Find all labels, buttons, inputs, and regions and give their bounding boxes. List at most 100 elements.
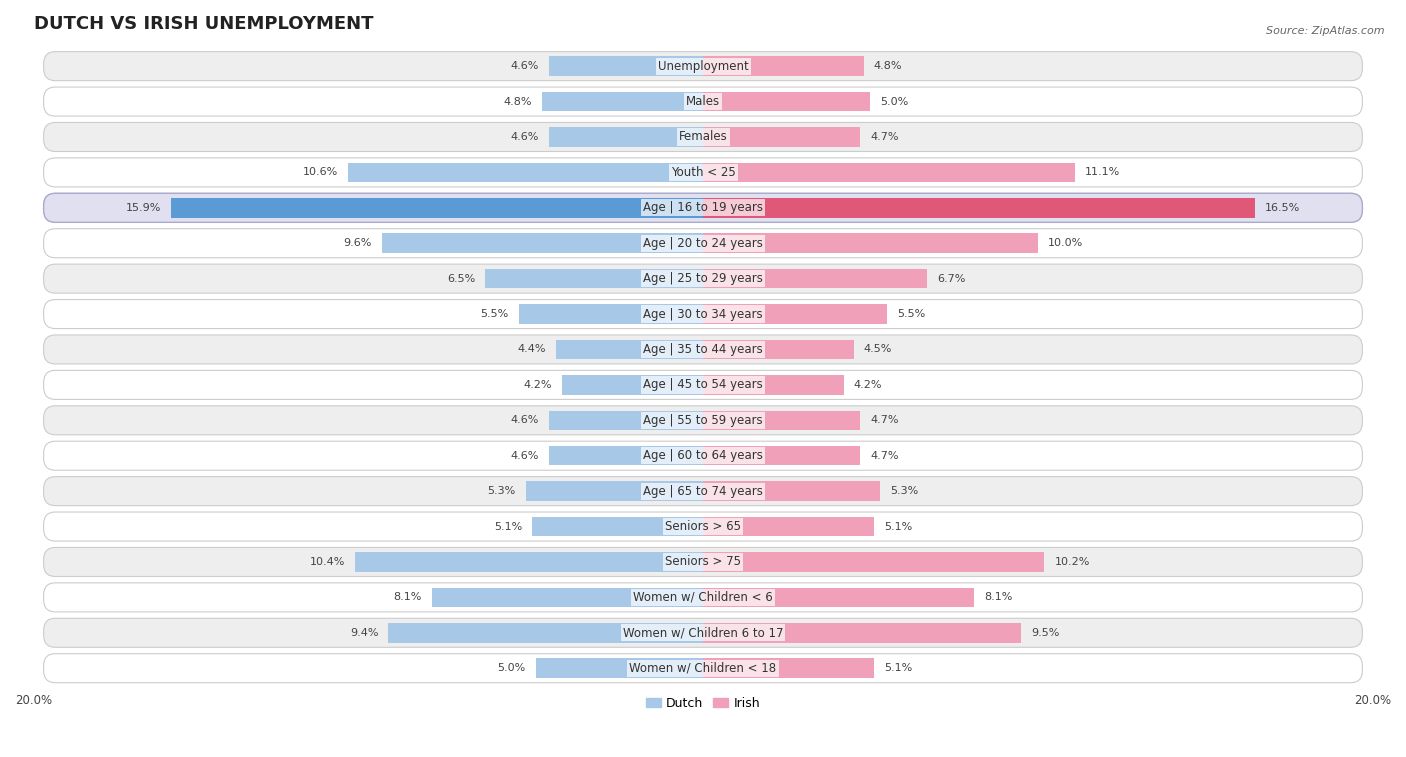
Text: 15.9%: 15.9% bbox=[125, 203, 160, 213]
Text: Age | 20 to 24 years: Age | 20 to 24 years bbox=[643, 237, 763, 250]
Text: 5.1%: 5.1% bbox=[494, 522, 522, 531]
Text: 10.0%: 10.0% bbox=[1047, 238, 1083, 248]
FancyBboxPatch shape bbox=[44, 158, 1362, 187]
Text: 8.1%: 8.1% bbox=[394, 593, 422, 603]
Bar bbox=[703, 552, 1045, 572]
Text: 4.6%: 4.6% bbox=[510, 416, 538, 425]
Bar bbox=[703, 163, 1074, 182]
FancyBboxPatch shape bbox=[44, 406, 1362, 435]
FancyBboxPatch shape bbox=[44, 193, 1362, 223]
FancyBboxPatch shape bbox=[44, 87, 1362, 116]
Text: Unemployment: Unemployment bbox=[658, 60, 748, 73]
Text: 4.7%: 4.7% bbox=[870, 416, 898, 425]
FancyBboxPatch shape bbox=[44, 370, 1362, 400]
Text: Age | 25 to 29 years: Age | 25 to 29 years bbox=[643, 272, 763, 285]
Bar bbox=[536, 659, 703, 678]
Bar bbox=[703, 304, 887, 324]
FancyBboxPatch shape bbox=[44, 193, 1362, 223]
FancyBboxPatch shape bbox=[44, 335, 1362, 364]
FancyBboxPatch shape bbox=[44, 441, 1362, 470]
Bar bbox=[388, 623, 703, 643]
Text: Source: ZipAtlas.com: Source: ZipAtlas.com bbox=[1267, 26, 1385, 36]
Bar bbox=[432, 587, 703, 607]
FancyBboxPatch shape bbox=[44, 300, 1362, 329]
Bar bbox=[703, 410, 860, 430]
Text: 5.3%: 5.3% bbox=[488, 486, 516, 496]
Text: 10.2%: 10.2% bbox=[1054, 557, 1090, 567]
Text: Females: Females bbox=[679, 130, 727, 144]
Bar bbox=[548, 446, 703, 466]
Text: 10.6%: 10.6% bbox=[302, 167, 339, 177]
Bar bbox=[485, 269, 703, 288]
Text: 4.2%: 4.2% bbox=[524, 380, 553, 390]
Text: 4.7%: 4.7% bbox=[870, 450, 898, 461]
Text: 9.4%: 9.4% bbox=[350, 628, 378, 638]
FancyBboxPatch shape bbox=[44, 583, 1362, 612]
Bar bbox=[526, 481, 703, 501]
Bar bbox=[555, 340, 703, 360]
Text: 4.8%: 4.8% bbox=[503, 97, 533, 107]
FancyBboxPatch shape bbox=[44, 264, 1362, 293]
FancyBboxPatch shape bbox=[44, 51, 1362, 81]
Text: 5.5%: 5.5% bbox=[897, 309, 925, 319]
Bar bbox=[562, 375, 703, 394]
Text: 4.6%: 4.6% bbox=[510, 132, 538, 142]
Text: Seniors > 65: Seniors > 65 bbox=[665, 520, 741, 533]
FancyBboxPatch shape bbox=[44, 477, 1362, 506]
Bar bbox=[703, 446, 860, 466]
FancyBboxPatch shape bbox=[44, 654, 1362, 683]
Bar bbox=[703, 127, 860, 147]
Bar bbox=[703, 340, 853, 360]
Text: Women w/ Children < 18: Women w/ Children < 18 bbox=[630, 662, 776, 674]
Bar bbox=[543, 92, 703, 111]
Bar bbox=[548, 127, 703, 147]
Text: 8.1%: 8.1% bbox=[984, 593, 1012, 603]
Text: Seniors > 75: Seniors > 75 bbox=[665, 556, 741, 569]
Text: 5.1%: 5.1% bbox=[884, 522, 912, 531]
Text: 5.0%: 5.0% bbox=[880, 97, 908, 107]
Legend: Dutch, Irish: Dutch, Irish bbox=[641, 692, 765, 715]
Text: Youth < 25: Youth < 25 bbox=[671, 166, 735, 179]
Text: 5.3%: 5.3% bbox=[890, 486, 918, 496]
Bar bbox=[703, 198, 1256, 217]
FancyBboxPatch shape bbox=[44, 547, 1362, 577]
Bar bbox=[354, 552, 703, 572]
Text: 6.7%: 6.7% bbox=[938, 273, 966, 284]
Bar bbox=[703, 57, 863, 76]
Bar bbox=[548, 410, 703, 430]
Text: Women w/ Children 6 to 17: Women w/ Children 6 to 17 bbox=[623, 626, 783, 640]
Text: 4.6%: 4.6% bbox=[510, 450, 538, 461]
Text: Age | 60 to 64 years: Age | 60 to 64 years bbox=[643, 449, 763, 463]
Bar bbox=[519, 304, 703, 324]
Text: Women w/ Children < 6: Women w/ Children < 6 bbox=[633, 591, 773, 604]
Bar bbox=[170, 198, 703, 217]
Text: 5.1%: 5.1% bbox=[884, 663, 912, 673]
Text: Age | 35 to 44 years: Age | 35 to 44 years bbox=[643, 343, 763, 356]
FancyBboxPatch shape bbox=[44, 123, 1362, 151]
Text: 16.5%: 16.5% bbox=[1265, 203, 1301, 213]
Text: Age | 16 to 19 years: Age | 16 to 19 years bbox=[643, 201, 763, 214]
Text: 4.2%: 4.2% bbox=[853, 380, 882, 390]
FancyBboxPatch shape bbox=[44, 512, 1362, 541]
Bar bbox=[703, 481, 880, 501]
Bar bbox=[703, 517, 873, 536]
Text: 9.6%: 9.6% bbox=[343, 238, 371, 248]
FancyBboxPatch shape bbox=[44, 618, 1362, 647]
Text: 4.6%: 4.6% bbox=[510, 61, 538, 71]
Text: 4.4%: 4.4% bbox=[517, 344, 546, 354]
Bar bbox=[703, 623, 1021, 643]
Bar bbox=[381, 233, 703, 253]
Text: 6.5%: 6.5% bbox=[447, 273, 475, 284]
Bar bbox=[703, 587, 974, 607]
Text: 4.8%: 4.8% bbox=[873, 61, 903, 71]
FancyBboxPatch shape bbox=[44, 229, 1362, 257]
Text: 9.5%: 9.5% bbox=[1031, 628, 1059, 638]
Text: Males: Males bbox=[686, 95, 720, 108]
Text: 10.4%: 10.4% bbox=[309, 557, 344, 567]
Text: 5.5%: 5.5% bbox=[481, 309, 509, 319]
Text: Age | 45 to 54 years: Age | 45 to 54 years bbox=[643, 378, 763, 391]
Text: 4.7%: 4.7% bbox=[870, 132, 898, 142]
Bar bbox=[703, 269, 928, 288]
Bar bbox=[703, 233, 1038, 253]
Bar bbox=[533, 517, 703, 536]
